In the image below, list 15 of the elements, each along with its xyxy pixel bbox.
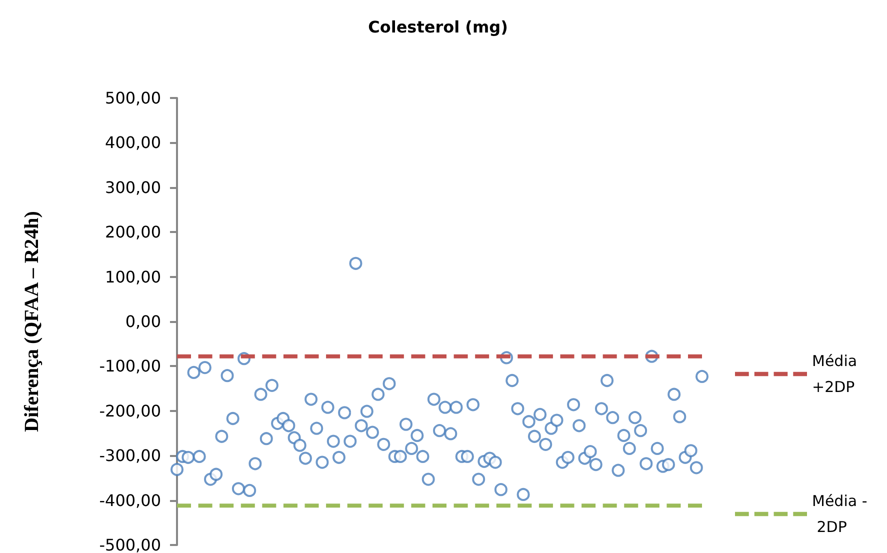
y-tick-label: -200,00: [99, 401, 161, 420]
y-tick-label: 0,00: [125, 312, 161, 331]
y-tick-label: 500,00: [105, 88, 161, 108]
legend-label: Média +2DP: [812, 352, 862, 396]
y-tick-label: -100,00: [99, 356, 161, 376]
y-tick-label: 300,00: [105, 178, 161, 197]
y-tick-label: 100,00: [105, 267, 161, 286]
y-tick-label: -500,00: [99, 536, 161, 553]
y-tick-label: 200,00: [105, 222, 161, 242]
chart-title: Colesterol (mg): [368, 18, 508, 36]
legend-label: Média - 2DP: [812, 492, 868, 536]
y-tick-label: 400,00: [105, 133, 161, 152]
y-tick-label: -300,00: [99, 446, 161, 466]
y-axis-title: Diferença (QFAA – R24h): [21, 211, 43, 432]
y-tick-label: -400,00: [99, 490, 161, 510]
